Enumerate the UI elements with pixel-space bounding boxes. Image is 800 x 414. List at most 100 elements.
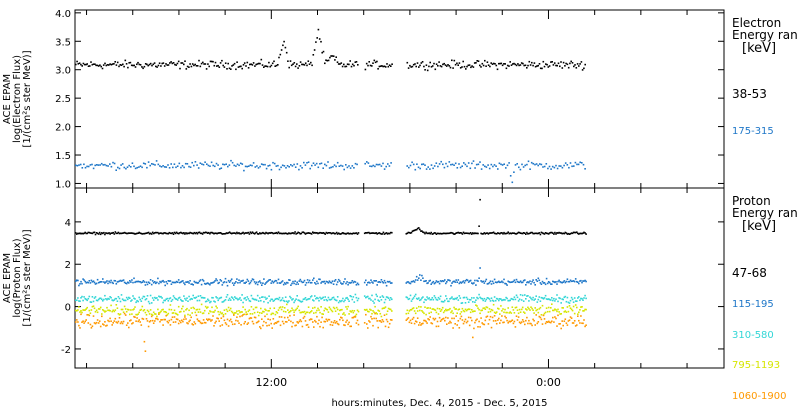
point-795-1193 (447, 309, 449, 311)
point-115-195 (442, 280, 445, 283)
point-175-315 (193, 164, 195, 167)
point-115-195 (580, 279, 582, 282)
point-310-580 (536, 301, 539, 303)
point-38-53 (453, 59, 456, 62)
point-795-1193 (127, 308, 129, 311)
point-175-315 (534, 163, 536, 166)
point-1060-1900 (177, 322, 180, 325)
point-115-195 (142, 280, 145, 282)
point-795-1193 (189, 314, 191, 316)
point-47-68 (135, 232, 137, 235)
point-115-195 (477, 280, 479, 282)
point-175-315 (454, 162, 457, 165)
point-1060-1900 (101, 315, 103, 318)
point-310-580 (439, 295, 442, 298)
point-795-1193 (284, 311, 287, 313)
point-1060-1900 (181, 319, 183, 322)
point-115-195 (478, 277, 480, 279)
point-1060-1900 (357, 323, 360, 326)
point-115-195 (318, 278, 320, 280)
point-1060-1900 (566, 324, 569, 326)
point-115-195 (272, 281, 275, 284)
point-38-53 (202, 61, 204, 64)
point-310-580 (385, 296, 388, 298)
point-115-195 (216, 279, 218, 282)
point-310-580 (576, 300, 578, 302)
point-795-1193 (187, 313, 189, 316)
point-115-195 (455, 279, 457, 281)
point-115-195 (266, 281, 268, 283)
point-795-1193 (580, 306, 582, 308)
point-1060-1900 (377, 326, 379, 329)
point-115-195 (527, 281, 529, 283)
point-1060-1900 (238, 322, 240, 324)
point-175-315 (126, 166, 129, 168)
point-47-68 (456, 232, 458, 234)
point-795-1193 (333, 307, 336, 310)
point-115-195 (342, 282, 344, 285)
point-1060-1900 (576, 324, 578, 326)
point-1060-1900 (445, 316, 447, 319)
point-1060-1900 (78, 324, 80, 327)
point-47-68 (109, 233, 111, 235)
point-115-195 (405, 282, 408, 284)
point-310-580 (156, 297, 158, 299)
point-38-53 (541, 67, 543, 70)
point-38-53 (560, 61, 562, 63)
point-115-195 (513, 279, 516, 281)
point-795-1193 (379, 312, 382, 315)
point-795-1193 (190, 307, 192, 309)
point-310-580 (492, 300, 495, 302)
point-175-315 (435, 162, 438, 164)
point-175-315 (364, 162, 366, 165)
point-38-53 (574, 64, 576, 66)
point-310-580 (131, 299, 133, 301)
point-795-1193 (497, 307, 499, 310)
point-795-1193 (215, 305, 217, 308)
point-1060-1900 (229, 318, 232, 321)
point-115-195 (182, 280, 184, 282)
point-175-315 (172, 166, 174, 169)
point-1060-1900 (254, 316, 257, 319)
point-47-68 (190, 232, 192, 234)
point-115-195 (315, 283, 317, 285)
point-795-1193 (125, 310, 128, 313)
point-115-195 (560, 281, 562, 284)
point-1060-1900 (174, 321, 177, 323)
point-47-68 (175, 231, 178, 234)
point-175-315 (477, 163, 480, 166)
point-115-195 (302, 281, 305, 283)
point-47-68 (482, 233, 484, 235)
point-175-315 (254, 166, 257, 168)
point-38-53 (482, 64, 485, 67)
point-38-53 (378, 65, 381, 68)
point-47-68 (149, 232, 152, 235)
point-115-195 (444, 279, 446, 281)
point-115-195 (136, 280, 138, 283)
point-795-1193 (224, 313, 227, 315)
point-115-195 (321, 280, 323, 283)
point-47-68 (386, 233, 389, 235)
point-47-68 (124, 232, 127, 234)
point-175-315 (105, 164, 108, 167)
point-115-195 (512, 280, 515, 283)
point-47-68 (169, 232, 172, 234)
point-310-580 (88, 295, 91, 298)
point-795-1193 (223, 309, 226, 311)
point-115-195 (233, 284, 235, 286)
point-795-1193 (134, 306, 136, 308)
point-795-1193 (167, 312, 170, 315)
point-1060-1900 (272, 318, 275, 320)
point-795-1193 (244, 308, 246, 311)
point-1060-1900 (159, 320, 161, 323)
point-47-68 (75, 232, 77, 234)
point-115-195 (384, 281, 387, 284)
point-38-53 (499, 62, 501, 65)
point-175-315 (97, 164, 100, 166)
point-175-315 (178, 162, 181, 165)
point-310-580 (246, 296, 249, 298)
point-38-53 (233, 62, 236, 65)
point-795-1193 (99, 306, 102, 309)
point-1060-1900 (415, 321, 418, 323)
point-115-195 (539, 282, 542, 284)
